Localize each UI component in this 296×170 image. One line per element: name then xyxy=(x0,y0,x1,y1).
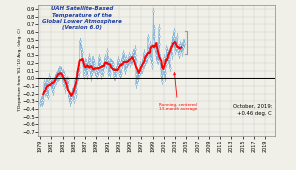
Text: UAH Satellite-Based
Temperature of the
Global Lower Atmosphere
(Version 6.0): UAH Satellite-Based Temperature of the G… xyxy=(42,6,122,30)
Text: October, 2019:
+0.46 deg. C: October, 2019: +0.46 deg. C xyxy=(233,104,272,116)
Text: Running, centered
13-month average: Running, centered 13-month average xyxy=(159,73,197,112)
Y-axis label: T Departure from '81-'10 Avg. (deg. C): T Departure from '81-'10 Avg. (deg. C) xyxy=(18,29,22,113)
